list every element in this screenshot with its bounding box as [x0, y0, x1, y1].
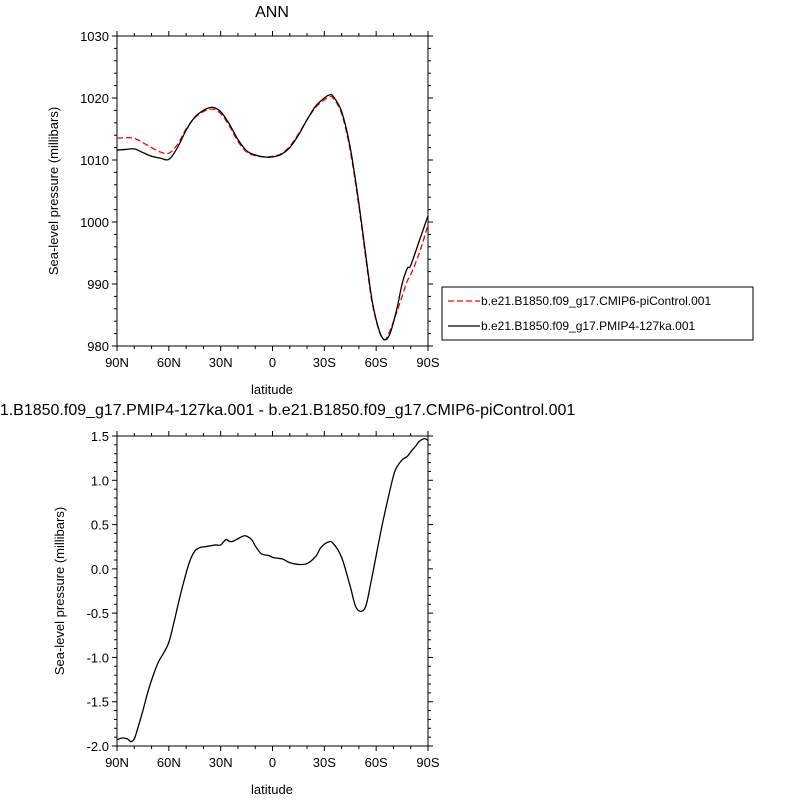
chart-title: ANN [255, 4, 289, 21]
plot-frame [116, 435, 429, 747]
series-group [116, 438, 429, 743]
x-axis: 90N 60N 30N 0 30S 60S 90S [105, 431, 440, 770]
x-tick-label: 90S [416, 355, 439, 370]
series-line-0 [116, 438, 429, 743]
y-tick-label: 1010 [80, 153, 109, 168]
plot-frame [116, 35, 429, 347]
series-group [116, 93, 429, 341]
x-tick-label: 60N [157, 355, 181, 370]
series-line-1 [116, 93, 429, 341]
y-tick-label: -2.0 [87, 739, 109, 754]
y-tick-label: 1030 [80, 29, 109, 44]
x-tick-label: 90N [105, 355, 129, 370]
x-tick-label: 30N [209, 355, 233, 370]
y-tick-label: -1.5 [87, 695, 109, 710]
x-tick-label: 90N [105, 755, 129, 770]
y-tick-label: 990 [87, 277, 109, 292]
x-tick-label: 90S [416, 755, 439, 770]
legend-entry-control: b.e21.B1850.f09_g17.CMIP6-piControl.001 [481, 294, 711, 308]
y-tick-label: 1.0 [91, 473, 109, 488]
x-tick-label: 30S [313, 755, 336, 770]
y-tick-label: -0.5 [87, 606, 109, 621]
y-tick-label: 1.5 [91, 429, 109, 444]
series-line-0 [116, 95, 429, 341]
y-tick-label: 1000 [80, 215, 109, 230]
legend-entry-127ka: b.e21.B1850.f09_g17.PMIP4-127ka.001 [481, 319, 695, 333]
legend-box [441, 286, 754, 341]
y-tick-label: 0.0 [91, 562, 109, 577]
y-tick-label: 1020 [80, 91, 109, 106]
x-tick-label: 0 [269, 355, 276, 370]
x-tick-label: 0 [269, 755, 276, 770]
top-chart: ANN 90N 60N 30N 0 30S 60S 90S 980 990 1000 1010 10… [46, 4, 754, 397]
y-axis: 980 990 1000 1010 1020 1030 [80, 29, 433, 354]
y-axis: -2.0 -1.5 -1.0 -0.5 0.0 0.5 1.0 1.5 [87, 429, 433, 754]
x-axis: 90N 60N 30N 0 30S 60S 90S [105, 31, 440, 370]
y-tick-label: 980 [87, 339, 109, 354]
legend: b.e21.B1850.f09_g17.CMIP6-piControl.001 … [441, 286, 754, 341]
x-axis-label: latitude [251, 782, 293, 797]
x-axis-label: latitude [251, 382, 293, 397]
x-tick-label: 60S [365, 755, 388, 770]
x-tick-label: 30N [209, 755, 233, 770]
x-tick-label: 60N [157, 755, 181, 770]
y-axis-label: Sea-level pressure (millibars) [46, 107, 61, 275]
x-tick-label: 30S [313, 355, 336, 370]
y-axis-label: Sea-level pressure (millibars) [52, 507, 67, 675]
x-tick-label: 60S [365, 355, 388, 370]
bottom-chart: b.e21.B1850.f09_g17.PMIP4-127ka.001 - b.… [0, 402, 575, 797]
y-tick-label: 0.5 [91, 518, 109, 533]
y-tick-label: -1.0 [87, 650, 109, 665]
chart-title: b.e21.B1850.f09_g17.PMIP4-127ka.001 - b.… [0, 402, 575, 419]
